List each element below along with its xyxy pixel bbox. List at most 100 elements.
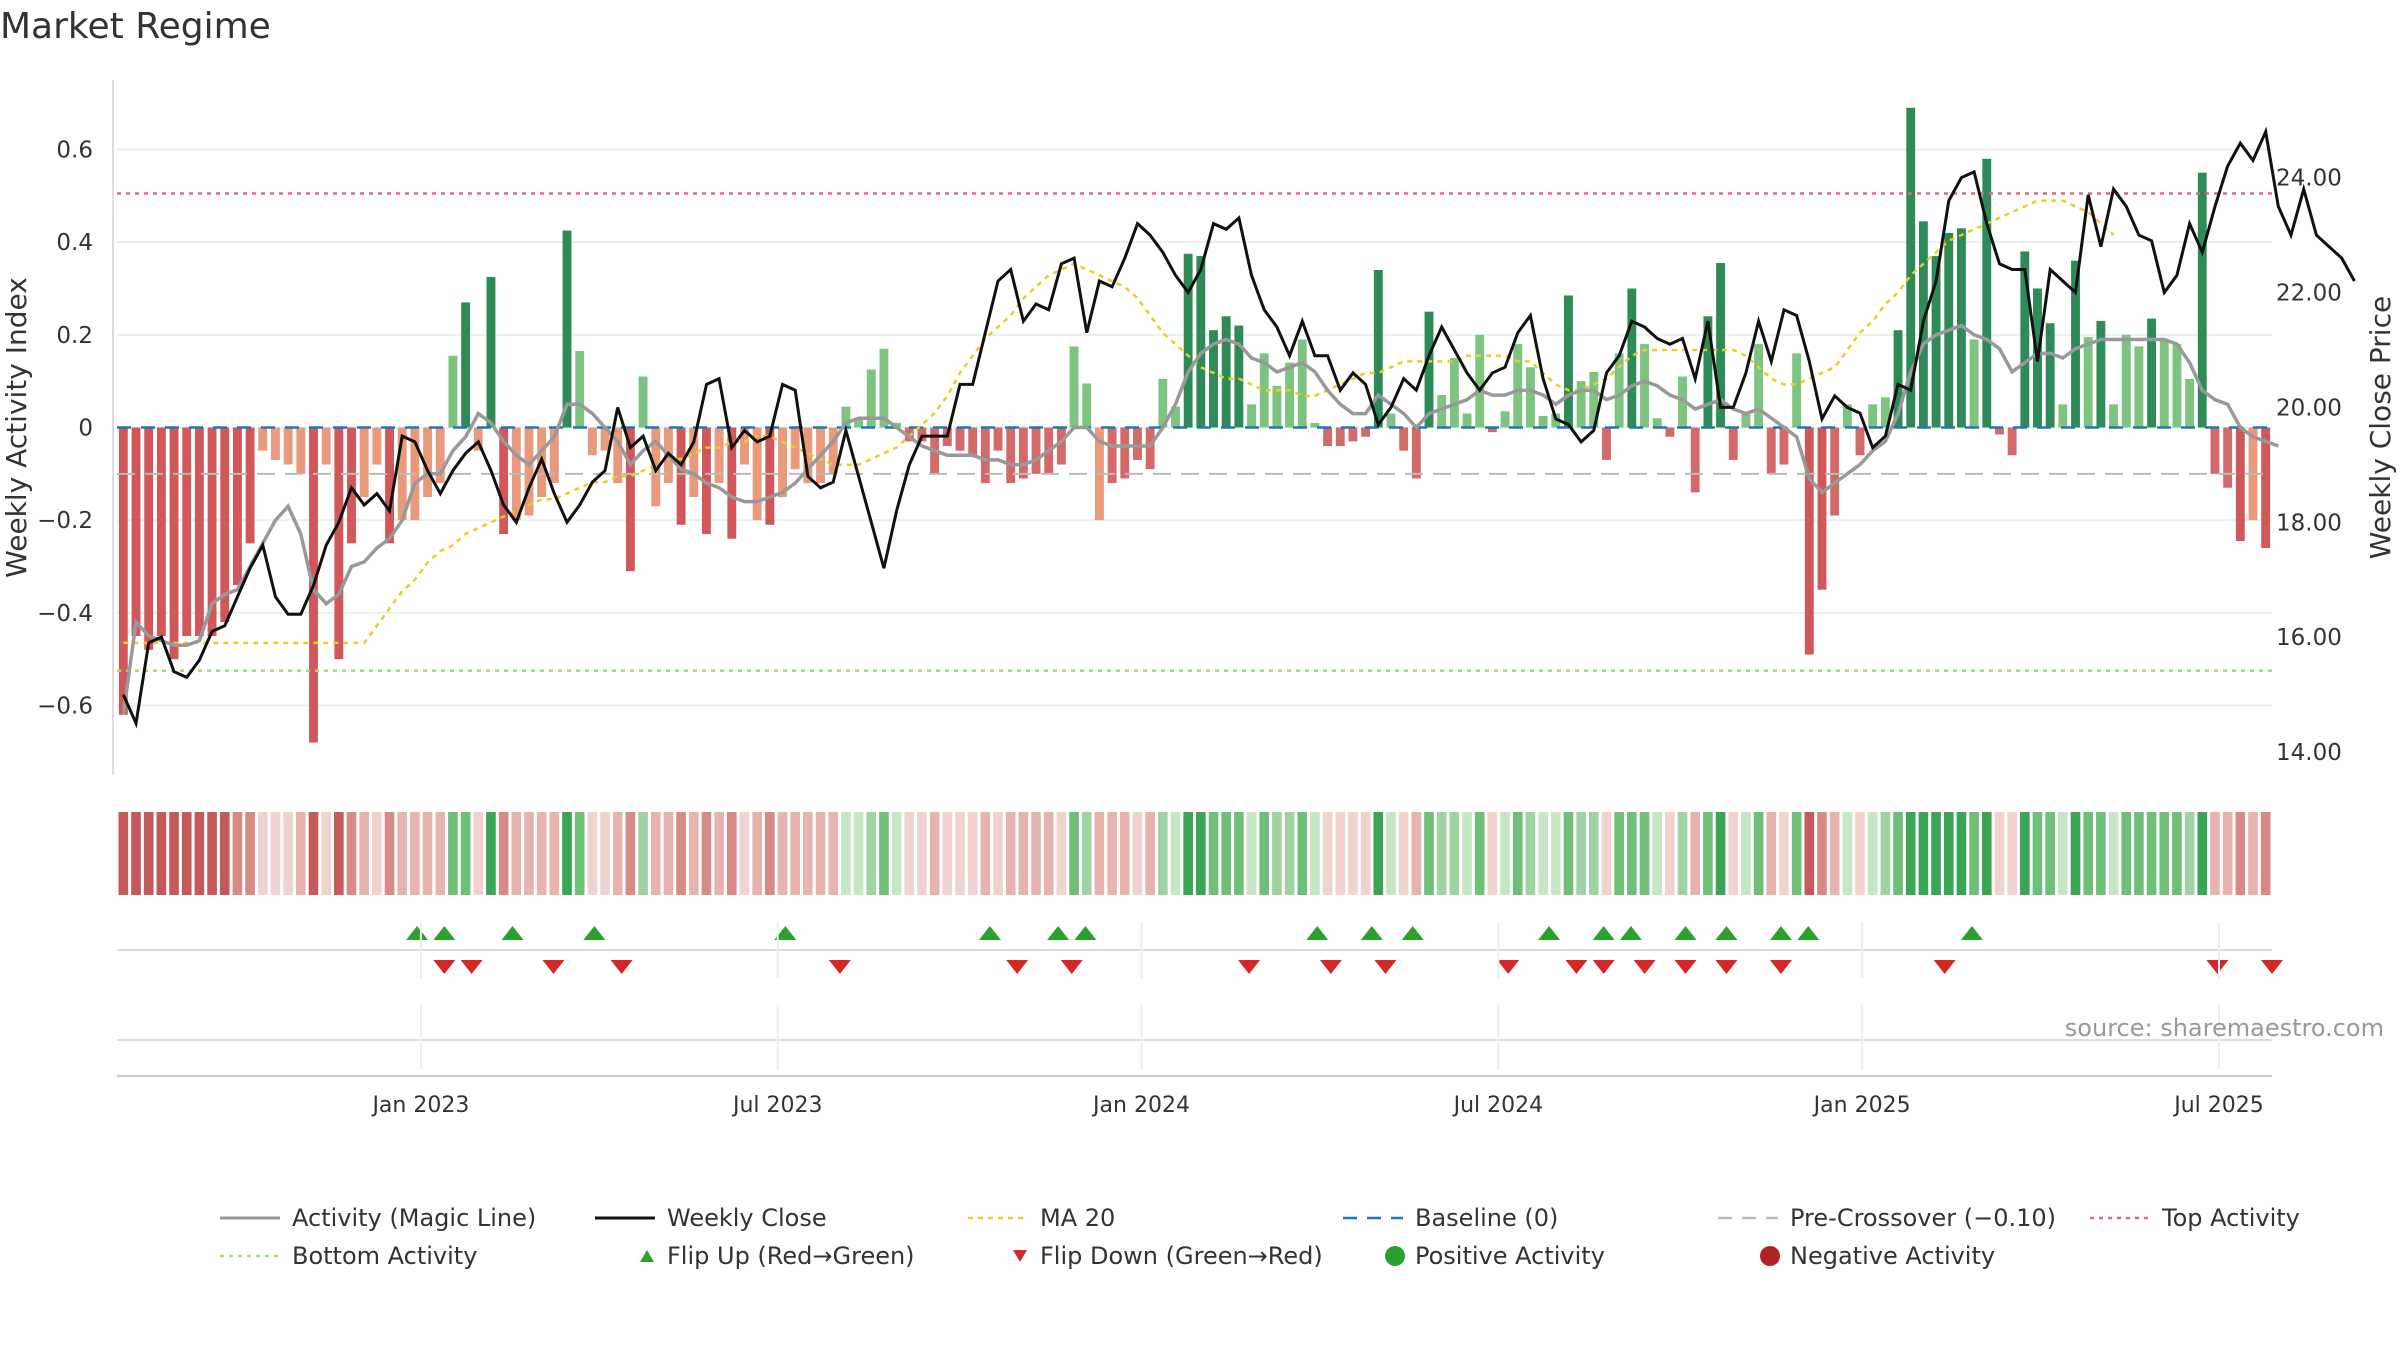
flip-up-marker (1401, 926, 1424, 940)
activity-bar (1069, 346, 1079, 428)
regime-strip-cell (942, 812, 953, 895)
activity-bar (182, 427, 192, 636)
x-tick-label: Jan 2025 (1812, 1093, 1911, 1118)
regime-strip-cell (853, 812, 864, 895)
flip-down-marker (1060, 960, 1083, 974)
x-tick-label: Jul 2023 (731, 1093, 823, 1118)
regime-strip-cell (1018, 812, 1029, 895)
activity-bar (385, 427, 394, 544)
activity-bar (955, 427, 965, 451)
activity-bar (1285, 362, 1295, 428)
flip-down-marker (1933, 960, 1956, 974)
regime-strip-cell (967, 812, 978, 895)
flip-up-marker (1306, 926, 1329, 940)
legend-label: Bottom Activity (292, 1242, 477, 1270)
regime-strip-cell (448, 812, 458, 895)
activity-bar (2223, 427, 2233, 488)
flip-down-marker (1006, 960, 1029, 974)
activity-bar (1056, 427, 1066, 465)
activity-bar (1449, 358, 1459, 428)
regime-strip-cell (1677, 812, 1688, 895)
activity-bar (245, 427, 255, 544)
activity-bar (1006, 427, 1016, 484)
regime-strip-cell (1665, 812, 1675, 895)
activity-bar (1551, 413, 1561, 428)
activity-bar (334, 427, 344, 660)
regime-strip-cell (1411, 812, 1422, 895)
regime-strip-cell (1360, 812, 1371, 895)
regime-strip-cell (1297, 812, 1308, 895)
regime-strip-cell (511, 812, 522, 895)
flip-down-marker (1715, 960, 1738, 974)
regime-strip-cell (841, 812, 851, 895)
activity-bar (271, 427, 280, 460)
activity-bar (828, 427, 838, 474)
activity-bar (194, 427, 204, 636)
right-tick-label: 22.00 (2276, 281, 2342, 307)
flip-down-marker (610, 960, 633, 974)
regime-strip-cell (1905, 812, 1916, 895)
activity-bar (220, 427, 230, 623)
activity-bar (752, 427, 762, 521)
activity-bar (638, 376, 648, 428)
regime-strip-cell (1145, 812, 1155, 895)
activity-bar (1627, 288, 1637, 428)
activity-bar (803, 427, 813, 484)
activity-bar (1424, 311, 1434, 428)
regime-strip-cell (1538, 812, 1548, 895)
flip-down-marker (542, 960, 565, 974)
activity-bar (587, 427, 597, 456)
flip-down-marker (1319, 960, 1342, 974)
regime-strip-cell (917, 812, 927, 895)
chart-title: Market Regime (0, 6, 271, 47)
regime-strip-cell (993, 812, 1003, 895)
activity-bar (740, 427, 749, 465)
activity-bar (714, 427, 724, 484)
activity-bar (283, 427, 293, 465)
activity-bar (461, 302, 471, 428)
regime-strip-cell (1512, 812, 1523, 895)
regime-strip-cell (1031, 812, 1041, 895)
regime-strip-cell (1829, 812, 1840, 895)
activity-bar (1107, 427, 1117, 484)
regime-strip-cell (194, 812, 205, 895)
activity-bar (1348, 427, 1358, 442)
regime-strip-cell (2121, 812, 2132, 895)
regime-strip-cell (1208, 812, 1219, 895)
flip-up-marker (1592, 926, 1615, 940)
activity-bar (321, 427, 331, 465)
regime-strip-cell (346, 812, 357, 895)
regime-strip-cell (1398, 812, 1409, 895)
activity-bar (1969, 339, 1979, 428)
regime-strip-cell (1107, 812, 1117, 895)
flip-up-marker (433, 926, 456, 940)
activity-bar (1538, 415, 1548, 428)
flip-down-marker (1633, 960, 1656, 974)
regime-strip-cell (1994, 812, 2005, 895)
flip-down-marker (1497, 960, 1520, 974)
source-note: source: sharemaestro.com (2064, 1014, 2384, 1042)
activity-bar (2007, 427, 2017, 456)
activity-bar (2235, 427, 2245, 542)
regime-strip-cell (1272, 812, 1282, 895)
legend-label: Positive Activity (1415, 1242, 1605, 1270)
activity-bar (980, 427, 990, 484)
activity-bar (1411, 427, 1421, 479)
regime-strip-cell (676, 812, 686, 895)
activity-bar (1171, 406, 1180, 428)
regime-strip-cell (207, 812, 217, 895)
flip-up-marker (1360, 926, 1383, 940)
regime-strip-cell (295, 812, 306, 895)
activity-bar (2121, 334, 2131, 428)
regime-strip-cell (435, 812, 446, 895)
regime-strip-cell (397, 812, 408, 895)
activity-bar (232, 427, 242, 586)
activity-bar (993, 427, 1003, 451)
left-tick-label: −0.2 (37, 508, 93, 534)
activity-bar (1082, 383, 1092, 428)
regime-strip-cell (1639, 812, 1650, 895)
activity-bar (702, 427, 711, 535)
legend-label: Baseline (0) (1415, 1204, 1558, 1232)
regime-strip-cell (1487, 812, 1498, 895)
regime-strip-cell (2019, 812, 2030, 895)
